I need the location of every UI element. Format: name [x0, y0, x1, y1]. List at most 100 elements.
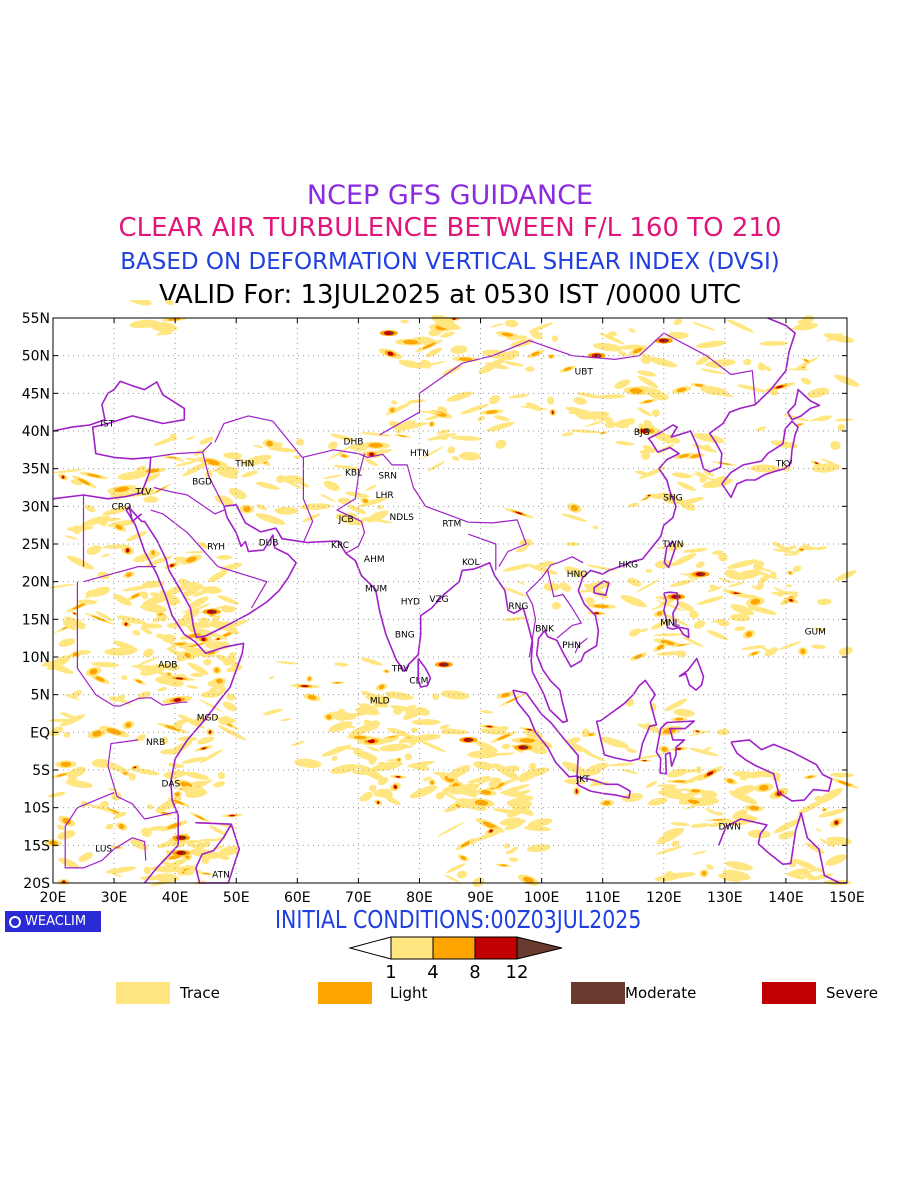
trace-patch: [530, 329, 543, 340]
station-label-dwn: DWN: [718, 823, 741, 833]
trace-patch: [96, 517, 122, 523]
trace-patch: [441, 728, 456, 735]
trace-patch: [219, 643, 228, 647]
trace-patch: [117, 471, 147, 481]
lon-tick-label: 30E: [101, 890, 128, 906]
trace-patch: [650, 619, 672, 630]
light-patch: [60, 761, 72, 767]
trace-patch: [368, 784, 377, 792]
trace-patch: [174, 619, 194, 627]
lon-tick-label: 140E: [768, 890, 804, 906]
trace-patch: [528, 564, 559, 575]
trace-patch: [757, 362, 766, 371]
trace-patch: [409, 741, 416, 746]
severe-patch: [367, 738, 376, 744]
light-patch: [678, 453, 690, 458]
country-border: [302, 457, 314, 543]
trace-patch: [189, 596, 209, 608]
severe-patch: [696, 730, 699, 733]
trace-patch: [641, 451, 651, 460]
trace-patch: [184, 869, 195, 876]
trace-patch: [95, 611, 114, 622]
trace-patch: [647, 797, 668, 806]
trace-patch: [441, 436, 449, 441]
country-border: [419, 332, 756, 405]
trace-patch: [510, 846, 519, 853]
light-patch: [531, 351, 540, 357]
trace-patch: [140, 663, 168, 676]
moderate-patch: [388, 331, 393, 335]
trace-patch: [199, 749, 224, 764]
coastline: [128, 317, 796, 724]
trace-patch: [70, 690, 83, 698]
trace-patch: [726, 559, 758, 569]
trace-patch: [255, 481, 280, 490]
trace-patch: [506, 335, 528, 340]
station-label-rtm: RTM: [442, 520, 461, 530]
trace-patch: [452, 456, 460, 461]
station-label-hno: HNO: [567, 570, 588, 580]
trace-patch: [400, 319, 409, 324]
light-patch: [390, 407, 395, 413]
trace-patch: [706, 629, 729, 641]
station-label-dhb: DHB: [344, 438, 364, 448]
colorbar-trace: [390, 936, 434, 960]
trace-patch: [169, 433, 177, 441]
trace-patch: [108, 788, 118, 792]
trace-patch: [732, 569, 762, 580]
trace-patch: [189, 621, 213, 629]
trace-patch: [618, 350, 628, 357]
trace-patch: [218, 771, 225, 780]
light-patch: [430, 780, 434, 785]
colorbar-high-arrow: [516, 936, 563, 960]
trace-patch: [565, 542, 579, 547]
light-patch: [307, 676, 312, 681]
trace-patch: [164, 663, 180, 671]
station-label-adb: ADB: [158, 661, 177, 671]
trace-patch: [725, 861, 753, 871]
lat-tick-label: 20S: [23, 876, 50, 892]
trace-patch: [693, 620, 706, 629]
trace-patch: [825, 854, 847, 866]
trace-patch: [816, 415, 831, 422]
station-label-nrb: NRB: [146, 738, 165, 748]
trace-patch: [768, 388, 779, 396]
moderate-patch: [211, 610, 216, 614]
trace-patch: [178, 714, 205, 729]
trace-patch: [472, 877, 485, 888]
trace-patch: [528, 762, 537, 770]
trace-patch: [807, 387, 830, 398]
trace-patch: [427, 461, 446, 472]
light-patch: [633, 347, 643, 354]
trace-patch: [435, 321, 461, 330]
light-patch: [106, 808, 120, 814]
trace-patch: [573, 397, 587, 405]
light-patch: [751, 651, 758, 656]
trace-patch: [122, 585, 151, 592]
trace-patch: [57, 830, 76, 840]
lat-tick-label: 30N: [22, 499, 50, 515]
trace-patch: [711, 550, 724, 555]
trace-patch: [607, 762, 635, 767]
light-patch: [712, 819, 726, 821]
trace-patch: [344, 491, 370, 498]
trace-patch: [143, 648, 154, 658]
trace-patch: [801, 315, 815, 324]
trace-patch: [178, 643, 192, 649]
trace-patch: [328, 441, 338, 450]
trace-patch: [699, 475, 707, 483]
colorbar-tick-label: 8: [469, 962, 480, 982]
trace-patch: [337, 708, 345, 717]
light-patch: [91, 615, 107, 622]
light-patch: [519, 738, 536, 743]
trace-patch: [64, 535, 79, 540]
trace-patch: [86, 545, 102, 555]
trace-patch: [435, 791, 445, 800]
trace-patch: [422, 776, 432, 782]
trace-patch: [396, 422, 428, 431]
trace-patch: [352, 750, 378, 761]
trace-patch: [517, 580, 525, 585]
trace-patch: [664, 698, 688, 712]
trace-patch: [455, 800, 468, 809]
station-label-kol: KOL: [462, 558, 480, 568]
